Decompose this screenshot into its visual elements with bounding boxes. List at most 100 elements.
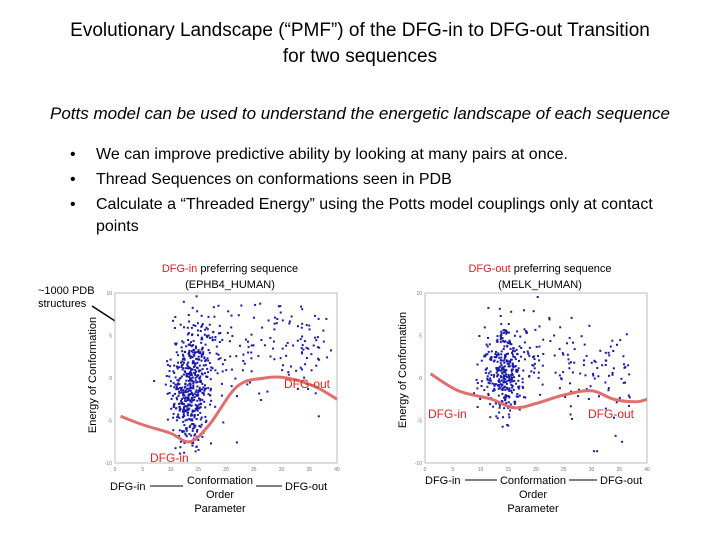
- data-point: [182, 430, 185, 433]
- data-point: [515, 368, 518, 371]
- data-point: [486, 367, 488, 370]
- data-point: [493, 383, 496, 386]
- data-point: [513, 365, 516, 368]
- data-point: [507, 342, 510, 345]
- data-point: [302, 348, 305, 351]
- data-point: [250, 357, 253, 360]
- data-point: [528, 346, 531, 349]
- data-point: [178, 402, 180, 405]
- data-point: [208, 336, 211, 339]
- data-point: [188, 389, 191, 392]
- data-point: [493, 389, 496, 392]
- data-point: [587, 398, 590, 400]
- data-point: [299, 366, 302, 369]
- data-point: [620, 377, 623, 380]
- right-curve-label-dfg-in: DFG-in: [428, 407, 467, 421]
- data-point: [174, 376, 177, 379]
- data-point: [207, 315, 210, 318]
- data-point: [500, 388, 503, 391]
- data-point: [189, 385, 192, 388]
- x-tick-label: 0: [424, 467, 427, 473]
- data-point: [488, 382, 491, 385]
- data-point: [191, 429, 194, 432]
- data-point: [305, 357, 308, 359]
- data-point: [201, 382, 204, 385]
- data-point: [197, 391, 200, 394]
- data-point: [559, 326, 562, 329]
- data-point: [182, 300, 185, 303]
- data-point: [513, 379, 516, 382]
- data-point: [588, 324, 591, 327]
- data-point: [624, 366, 627, 368]
- data-point: [181, 416, 184, 419]
- data-point: [198, 398, 201, 400]
- data-point: [182, 355, 185, 358]
- data-point: [500, 333, 503, 336]
- data-point: [179, 446, 182, 449]
- data-point: [211, 367, 214, 370]
- data-point: [220, 394, 223, 397]
- data-point: [175, 343, 177, 346]
- data-point: [194, 391, 197, 394]
- data-point: [501, 388, 504, 391]
- left-energy-curve: [120, 375, 338, 444]
- data-point: [214, 338, 217, 341]
- data-point: [194, 424, 197, 427]
- data-point: [517, 379, 520, 382]
- data-point: [504, 394, 507, 397]
- data-point: [523, 309, 525, 312]
- right-energy-curve: [429, 372, 648, 410]
- data-point: [191, 362, 194, 365]
- data-point: [236, 395, 238, 398]
- data-point: [190, 401, 193, 404]
- data-point: [301, 344, 304, 347]
- data-point: [506, 344, 509, 347]
- bullet-text: We can improve predictive ability by loo…: [96, 146, 568, 163]
- data-point: [217, 358, 220, 361]
- data-point: [201, 353, 204, 356]
- x-tick-label: 10: [478, 467, 484, 473]
- data-point: [506, 362, 509, 365]
- data-point: [191, 380, 194, 383]
- data-point: [184, 409, 187, 412]
- data-point: [229, 355, 232, 358]
- data-point: [489, 358, 492, 361]
- data-point: [605, 359, 608, 362]
- data-point: [516, 393, 519, 396]
- data-point: [240, 304, 243, 307]
- data-point: [184, 397, 187, 400]
- data-point: [504, 330, 507, 333]
- data-point: [191, 356, 194, 359]
- data-point: [567, 358, 570, 361]
- data-point: [198, 403, 201, 406]
- data-point: [191, 376, 194, 379]
- data-point: [187, 343, 190, 346]
- data-point: [486, 385, 489, 388]
- data-point: [187, 332, 190, 335]
- data-point: [501, 392, 504, 395]
- data-point: [175, 365, 178, 368]
- data-point: [182, 403, 185, 405]
- data-point: [558, 387, 561, 390]
- left-plot-subtitle: (EPHB4_HUMAN): [185, 279, 275, 291]
- data-point: [307, 387, 309, 390]
- data-point: [196, 430, 198, 433]
- data-point: [504, 396, 507, 399]
- data-point: [193, 392, 196, 395]
- data-point: [507, 401, 510, 404]
- data-point: [202, 364, 205, 367]
- data-point: [183, 326, 185, 329]
- data-point: [558, 374, 561, 377]
- data-point: [573, 361, 576, 364]
- data-point: [503, 370, 506, 372]
- data-point: [211, 338, 214, 341]
- data-point: [288, 320, 291, 323]
- data-point: [269, 336, 272, 339]
- data-point: [201, 346, 204, 349]
- x-tick-label: 35: [306, 467, 312, 473]
- data-point: [510, 384, 513, 386]
- data-point: [562, 353, 565, 356]
- data-point: [494, 402, 497, 405]
- data-point: [185, 435, 188, 438]
